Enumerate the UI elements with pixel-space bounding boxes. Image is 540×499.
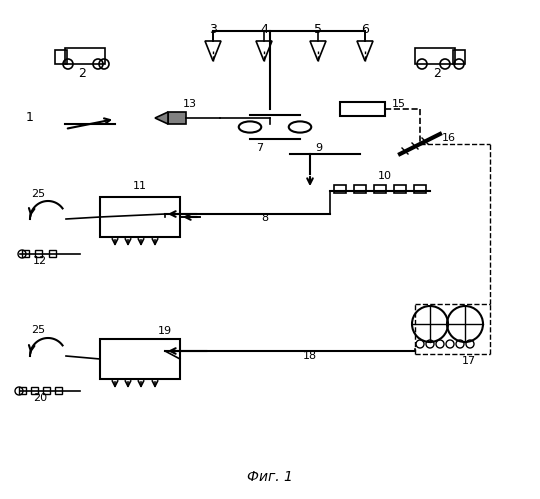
Text: 4: 4 [260,23,268,36]
Bar [168,112,186,124]
Text: 16: 16 [442,133,456,143]
Text: 9: 9 [315,143,322,153]
Text: 19: 19 [158,326,172,336]
Text: 10: 10 [378,171,392,181]
Text: 18: 18 [303,351,317,361]
Text: 6: 6 [361,23,369,36]
Text: Фиг. 1: Фиг. 1 [247,470,293,484]
Bar [100,339,180,379]
Polygon shape [155,112,168,124]
Bar [394,185,406,193]
Text: 1: 1 [26,111,34,124]
Bar [374,185,386,193]
Bar [453,50,465,64]
Bar [31,387,38,394]
Bar [43,387,50,394]
Bar [354,185,366,193]
Text: 20: 20 [33,393,47,403]
Text: 15: 15 [392,99,406,109]
Bar [22,250,29,257]
Bar [340,102,385,116]
Bar [55,387,62,394]
Text: 5: 5 [314,23,322,36]
Bar [35,250,42,257]
Bar [19,387,26,394]
Text: 12: 12 [33,256,47,266]
Text: 17: 17 [462,356,476,366]
Bar [55,50,67,64]
Text: 2: 2 [78,67,86,80]
Bar [415,48,455,64]
Text: 3: 3 [209,23,217,36]
Text: 13: 13 [183,99,197,109]
Text: 2: 2 [433,67,441,80]
Bar [414,185,426,193]
Text: 8: 8 [261,213,268,223]
Bar [49,250,56,257]
Bar [334,185,346,193]
Text: 7: 7 [256,143,264,153]
Text: 11: 11 [133,181,147,191]
Text: 25: 25 [31,325,45,335]
Bar [100,197,180,237]
Text: 25: 25 [31,189,45,199]
Bar [65,48,105,64]
